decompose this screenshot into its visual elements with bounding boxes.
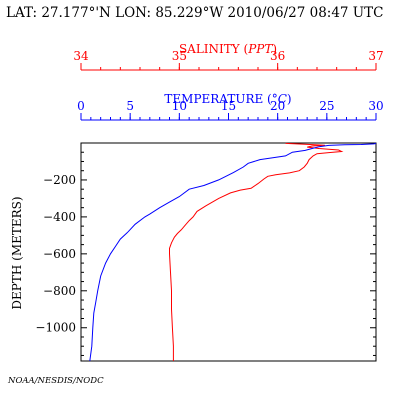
- location-header: LAT: 27.177°'N LON: 85.229°W 2010/06/27 …: [6, 5, 384, 21]
- salinity-axis-tick-label: 35: [172, 49, 187, 63]
- salinity-ticks: 34 35 36 37: [73, 49, 384, 71]
- temperature-axis-tick-label: 20: [270, 99, 285, 113]
- depth-tick-label: −400: [43, 210, 76, 224]
- temperature-ticks: 0 5 10 15 20 25 30: [77, 99, 384, 121]
- credit-footer: NOAA/NESDIS/NODC: [8, 376, 104, 386]
- series-layer: [89, 142, 377, 362]
- salinity-axis-tick-label: 34: [73, 49, 89, 63]
- temperature-axis-tick-label: 5: [126, 99, 134, 113]
- temperature-axis-tick-label: 0: [77, 99, 85, 113]
- temperature-axis: TEMPERATURE (°C) 0 5 10 15 20 25 30: [77, 92, 384, 121]
- depth-ticks: −200 −400 −600 −800 −1000: [35, 142, 376, 356]
- salinity-axis-tick-label: 37: [368, 49, 383, 63]
- salinity-axis: SALINITY (PPT) 34 35 36 37: [73, 42, 384, 71]
- temperature-axis-tick-label: 15: [221, 99, 236, 113]
- plot-frame: [80, 142, 377, 362]
- temperature-profile-line: [89, 142, 377, 362]
- temperature-axis-label: TEMPERATURE (°C): [164, 92, 291, 106]
- depth-tick-label: −800: [43, 284, 76, 298]
- salinity-axis-tick-label: 36: [270, 49, 285, 63]
- temperature-axis-tick-label: 25: [319, 99, 334, 113]
- temperature-axis-tick-label: 30: [368, 99, 383, 113]
- depth-tick-label: −600: [43, 247, 76, 261]
- temperature-axis-tick-label: 10: [172, 99, 187, 113]
- depth-axis-label: DEPTH (METERS): [10, 196, 24, 309]
- salinity-axis-label: SALINITY (PPT): [179, 42, 277, 56]
- depth-tick-label: −1000: [35, 321, 76, 335]
- depth-tick-label: −200: [43, 173, 76, 187]
- salinity-profile-line: [169, 142, 344, 361]
